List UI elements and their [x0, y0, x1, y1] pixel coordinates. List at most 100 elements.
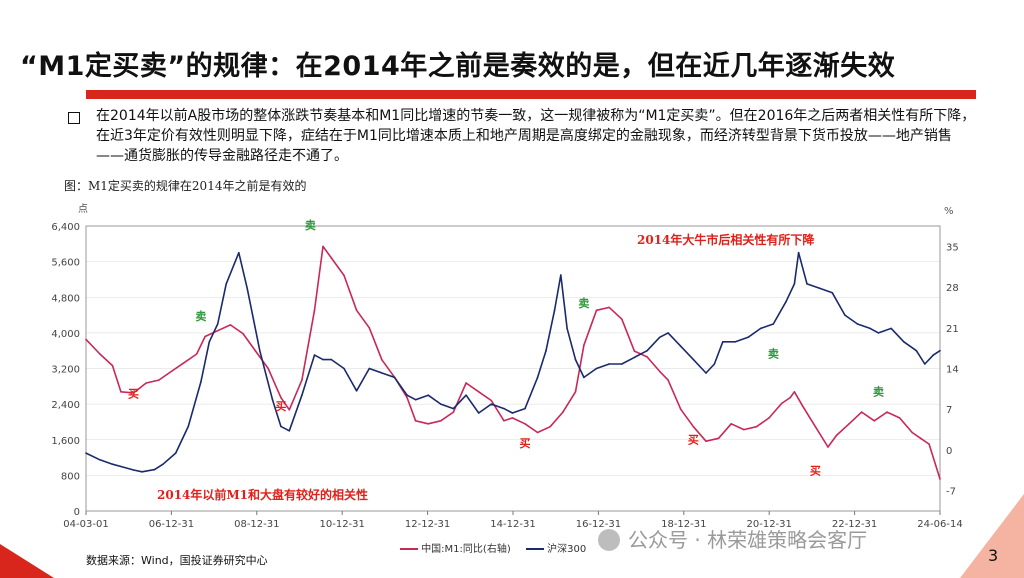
point-hs300 [99, 459, 101, 461]
point-hs300 [595, 367, 598, 370]
point-hs300 [583, 376, 585, 379]
point-hs300 [939, 349, 941, 352]
point-m1 [898, 417, 901, 419]
point-m1 [229, 324, 232, 326]
point-m1 [254, 350, 257, 352]
point-hs300 [238, 251, 240, 254]
point-m1 [242, 332, 244, 335]
legend-m1-swatch [400, 548, 418, 550]
point-m1 [216, 329, 219, 332]
point-m1 [646, 356, 648, 358]
point-hs300 [280, 425, 282, 428]
point-m1 [848, 423, 850, 425]
point-hs300 [924, 363, 926, 365]
point-m1 [99, 353, 101, 355]
point-hs300 [271, 398, 274, 401]
point-hs300 [200, 381, 202, 383]
point-hs300 [259, 349, 261, 352]
point-hs300 [692, 358, 695, 361]
data-source: 数据来源：Wind，国投证券研究中心 [86, 554, 268, 567]
point-m1 [330, 257, 333, 259]
point-m1 [793, 391, 796, 393]
point-hs300 [785, 300, 787, 303]
point-m1 [536, 431, 539, 434]
point-m1 [111, 364, 114, 367]
point-m1 [574, 391, 577, 393]
point-m1 [789, 396, 791, 399]
point-m1 [755, 425, 758, 428]
point-hs300 [679, 345, 682, 347]
point-hs300 [856, 323, 859, 325]
sell-signal-label: 卖 [305, 218, 316, 232]
page-title: “M1定买卖”的规律：在2014年之前是奏效的是，但在近几年逐渐失效 [20, 51, 896, 82]
point-m1 [195, 353, 198, 355]
point-hs300 [216, 323, 219, 325]
point-m1 [301, 379, 303, 381]
point-m1 [679, 408, 682, 410]
wechat-icon [598, 529, 620, 551]
point-hs300 [705, 372, 707, 374]
legend-index-swatch [525, 548, 544, 550]
point-m1 [608, 306, 610, 309]
point-hs300 [406, 394, 408, 396]
sell-signal-label: 卖 [768, 346, 779, 360]
right-tick-label: 14 [946, 365, 959, 376]
point-hs300 [477, 412, 480, 414]
point-hs300 [608, 363, 610, 365]
corner-decoration-left [0, 544, 54, 578]
point-m1 [886, 411, 888, 413]
point-hs300 [368, 367, 371, 370]
m1-vs-hs300-chart: 0 800 1,600 2,400 3,200 4,000 4,800 5,600 6,400 -… [51, 203, 962, 530]
point-hs300 [322, 358, 324, 361]
annotation-before-2014: 2014年以前M1和大盘有较好的相关性 [157, 487, 368, 502]
point-hs300 [120, 465, 122, 468]
point-hs300 [343, 367, 345, 370]
point-hs300 [797, 251, 800, 254]
point-hs300 [667, 332, 669, 334]
x-tick-label: 08-12-31 [234, 519, 279, 530]
buy-signal-label: 买 [275, 400, 286, 413]
point-m1 [145, 382, 147, 384]
point-m1 [503, 420, 505, 422]
point-m1 [730, 423, 732, 425]
series-line-hs300 [85, 251, 941, 473]
point-hs300 [903, 341, 905, 343]
point-m1 [705, 440, 707, 442]
point-m1 [313, 309, 316, 312]
point-hs300 [890, 327, 892, 330]
point-hs300 [246, 287, 248, 290]
point-hs300 [560, 274, 562, 276]
watermark: 公众号 · 林荣雄策略会客厅 [598, 524, 867, 553]
left-tick-label: 4,000 [51, 329, 80, 340]
point-hs300 [545, 349, 547, 352]
point-m1 [658, 370, 661, 373]
left-tick-label: 5,600 [51, 258, 80, 269]
point-hs300 [747, 336, 749, 339]
point-hs300 [877, 332, 880, 334]
x-tick-label: 16-12-31 [576, 519, 621, 530]
point-hs300 [844, 314, 846, 316]
left-tick-label: 3,200 [51, 365, 80, 376]
point-m1 [814, 425, 817, 428]
point-hs300 [393, 376, 396, 379]
point-m1 [802, 405, 804, 408]
point-hs300 [658, 336, 661, 339]
point-m1 [919, 437, 922, 440]
point-m1 [158, 379, 160, 381]
point-hs300 [793, 283, 796, 285]
point-m1 [183, 361, 185, 364]
point-hs300 [869, 327, 871, 330]
point-hs300 [722, 341, 724, 343]
point-m1 [633, 350, 636, 352]
point-hs300 [452, 407, 455, 410]
point-hs300 [208, 341, 211, 343]
point-hs300 [734, 341, 737, 343]
page-number: 3 [988, 546, 999, 565]
sell-signal-label: 卖 [195, 309, 206, 323]
x-tick-label: 14-12-31 [490, 519, 535, 530]
point-hs300 [818, 287, 821, 290]
right-tick-label: -7 [946, 487, 956, 498]
point-m1 [621, 318, 623, 320]
point-hs300 [174, 452, 177, 454]
point-hs300 [111, 463, 114, 466]
